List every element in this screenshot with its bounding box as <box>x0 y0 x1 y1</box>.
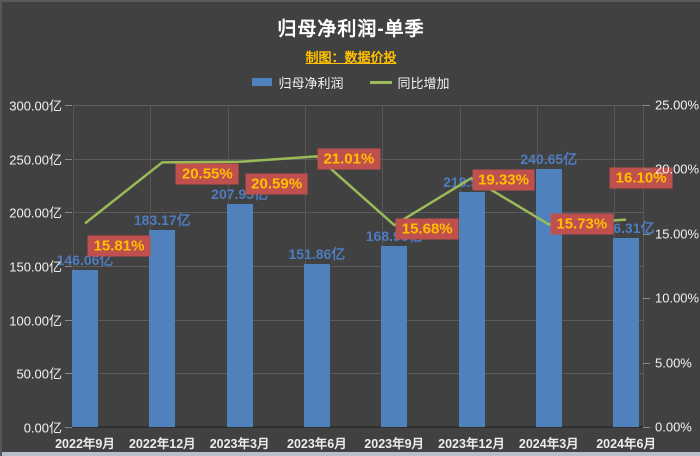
right-tick <box>643 169 650 171</box>
x-axis-label: 2023年3月 <box>209 437 270 451</box>
v-gridline <box>73 105 74 427</box>
legend-label-bar: 归母净利润 <box>278 75 344 91</box>
bar-2022年9月 <box>72 270 98 427</box>
x-axis-label: 2024年3月 <box>518 437 579 451</box>
legend-item-line: 同比增加 <box>369 73 450 92</box>
pct-label: 16.10% <box>609 167 673 189</box>
left-axis-label: 300.00亿 <box>9 98 62 114</box>
chart-title: 归母净利润-单季 <box>277 19 425 40</box>
right-tick <box>643 362 650 364</box>
left-tick <box>65 427 72 428</box>
bar-2023年12月 <box>458 192 485 427</box>
h-gridline <box>73 373 643 375</box>
left-tick <box>65 373 72 375</box>
bar-2024年3月 <box>535 168 562 427</box>
bar-value-label: 183.17亿 <box>133 212 191 229</box>
x-axis-label: 2022年9月 <box>55 437 115 451</box>
right-axis-label: 25.00% <box>655 97 700 113</box>
legend: 归母净利润 同比增加 <box>2 72 700 92</box>
pct-label: 20.55% <box>175 163 239 185</box>
h-gridline <box>73 319 643 321</box>
bar-value-label: 240.65亿 <box>520 150 578 167</box>
x-axis-label: 2024年6月 <box>596 437 656 451</box>
left-axis-label: 150.00亿 <box>9 259 62 275</box>
x-axis-line <box>68 426 643 428</box>
right-tick <box>643 298 650 300</box>
x-axis-label: 2023年12月 <box>438 437 505 451</box>
x-axis-label: 2022年12月 <box>128 437 196 451</box>
right-axis-label: 5.00% <box>655 355 692 371</box>
left-tick <box>65 158 72 160</box>
left-axis-label: 0.00亿 <box>23 420 62 436</box>
pct-label: 15.73% <box>550 213 614 235</box>
bar-2023年6月 <box>303 264 330 427</box>
pct-label: 15.68% <box>395 218 459 240</box>
bar-2023年9月 <box>381 245 408 427</box>
bar-2024年6月 <box>613 237 640 427</box>
bar-2022年12月 <box>149 230 176 427</box>
left-axis-label: 100.00亿 <box>9 313 62 329</box>
line-swatch-icon <box>369 80 392 84</box>
legend-item-bar: 归母净利润 <box>252 73 344 92</box>
right-tick <box>643 233 650 235</box>
h-gridline <box>73 266 643 267</box>
left-tick <box>65 266 72 267</box>
bar-value-label: 151.86亿 <box>288 246 346 262</box>
bar-2023年3月 <box>226 203 253 427</box>
left-axis-label: 50.00亿 <box>16 366 62 382</box>
left-tick <box>65 319 72 321</box>
right-axis-label: 0.00% <box>655 419 692 435</box>
legend-label-line: 同比增加 <box>397 75 450 91</box>
left-axis-label: 200.00亿 <box>9 205 62 221</box>
h-gridline <box>73 105 643 106</box>
bottom-edge-strip <box>2 452 700 456</box>
pct-label: 21.01% <box>317 148 381 170</box>
x-axis-label: 2023年9月 <box>364 437 425 451</box>
right-axis-label: 15.00% <box>655 226 700 242</box>
left-axis-label: 250.00亿 <box>9 152 62 168</box>
bar-swatch-icon <box>252 78 273 86</box>
left-tick <box>65 105 72 106</box>
x-axis-label: 2023年6月 <box>287 437 347 451</box>
right-tick <box>643 427 650 428</box>
v-gridline <box>643 105 644 427</box>
right-axis-label: 20.00% <box>655 161 700 177</box>
pct-label: 20.59% <box>245 173 309 195</box>
right-axis-label: 10.00% <box>655 290 700 306</box>
right-tick <box>643 105 650 106</box>
pct-label: 19.33% <box>472 169 535 191</box>
chart-subtitle: 制图：数据价投 <box>305 50 397 65</box>
pct-label: 15.81% <box>87 235 151 257</box>
left-tick <box>65 212 72 214</box>
